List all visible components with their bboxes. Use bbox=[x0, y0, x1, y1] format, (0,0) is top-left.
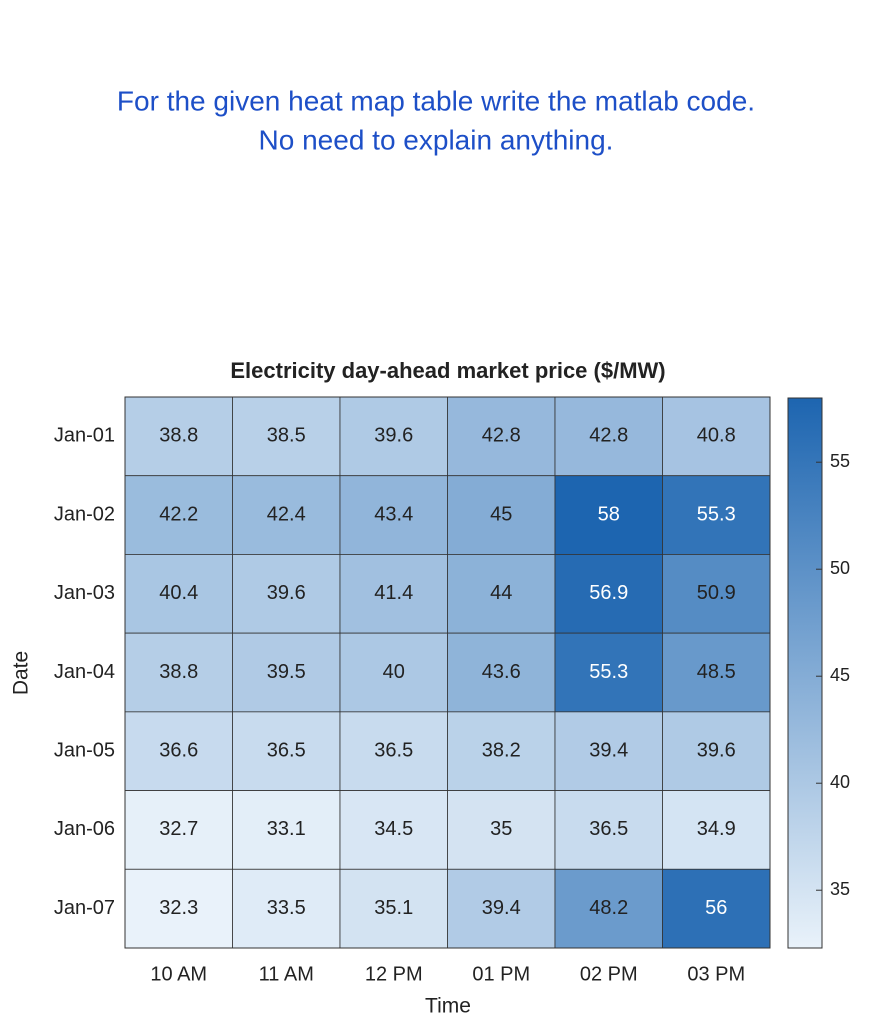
cell-label: 42.8 bbox=[589, 425, 628, 447]
cell-label: 48.2 bbox=[589, 897, 628, 919]
cell-label: 36.5 bbox=[589, 818, 628, 840]
y-tick-label: Jan-03 bbox=[54, 582, 115, 604]
cell-label: 33.1 bbox=[267, 818, 306, 840]
heat-cell bbox=[232, 475, 341, 555]
heat-cell bbox=[662, 396, 771, 477]
heat-cell bbox=[662, 868, 771, 949]
heat-cell bbox=[554, 632, 663, 713]
heat-cell bbox=[124, 868, 233, 949]
question-line: For the given heat map table write the m… bbox=[117, 85, 755, 116]
cell-label: 32.7 bbox=[159, 818, 198, 840]
x-axis-label: Time bbox=[425, 995, 471, 1018]
heat-cell bbox=[124, 396, 233, 477]
heat-cell bbox=[447, 632, 556, 713]
y-tick-label: Jan-01 bbox=[54, 425, 115, 447]
x-tick-label: 12 PM bbox=[365, 963, 423, 985]
cell-label: 39.4 bbox=[589, 739, 628, 761]
cell-label: 40 bbox=[383, 661, 405, 683]
cell-label: 36.5 bbox=[267, 739, 306, 761]
heat-cell bbox=[232, 632, 341, 713]
cell-label: 56.9 bbox=[589, 582, 628, 604]
colorbar-tick-label: 40 bbox=[830, 772, 850, 792]
cell-label: 55.3 bbox=[697, 503, 736, 525]
x-tick-label: 03 PM bbox=[687, 963, 745, 985]
heat-cell bbox=[232, 396, 341, 477]
x-tick-label: 11 AM bbox=[259, 963, 314, 985]
cell-label: 55.3 bbox=[589, 661, 628, 683]
heat-cell bbox=[554, 396, 663, 477]
cell-label: 38.5 bbox=[267, 425, 306, 447]
cell-label: 38.2 bbox=[482, 739, 521, 761]
cell-label: 35.1 bbox=[374, 897, 413, 919]
heat-cell bbox=[339, 868, 448, 949]
question-line: No need to explain anything. bbox=[259, 124, 614, 155]
cell-label: 42.8 bbox=[482, 425, 521, 447]
cell-label: 36.6 bbox=[159, 739, 198, 761]
cell-label: 39.6 bbox=[374, 425, 413, 447]
x-tick-label: 01 PM bbox=[472, 963, 530, 985]
heat-cell bbox=[447, 868, 556, 949]
heat-cell bbox=[339, 632, 448, 713]
cell-label: 45 bbox=[490, 503, 512, 525]
x-tick-label: 10 AM bbox=[150, 963, 207, 985]
y-tick-label: Jan-02 bbox=[54, 503, 115, 525]
cell-label: 39.5 bbox=[267, 661, 306, 683]
heat-cell bbox=[662, 475, 771, 555]
heat-cell bbox=[447, 554, 556, 634]
heat-cell bbox=[124, 632, 233, 713]
colorbar-tick-label: 55 bbox=[830, 451, 850, 471]
cell-label: 42.2 bbox=[159, 503, 198, 525]
heat-cell bbox=[447, 396, 556, 477]
heat-cell bbox=[232, 554, 341, 634]
plot-frame bbox=[124, 396, 771, 949]
heat-cell bbox=[447, 711, 556, 791]
cell-label: 41.4 bbox=[374, 582, 413, 604]
cell-label: 32.3 bbox=[159, 897, 198, 919]
cell-label: 40.8 bbox=[697, 425, 736, 447]
heat-cell bbox=[554, 790, 663, 870]
y-tick-label: Jan-07 bbox=[54, 897, 115, 919]
y-tick-label: Jan-04 bbox=[54, 661, 115, 683]
heat-cell bbox=[662, 554, 771, 634]
heat-cell bbox=[554, 554, 663, 634]
cell-label: 39.6 bbox=[697, 739, 736, 761]
heat-cell bbox=[447, 475, 556, 555]
heat-cell bbox=[554, 711, 663, 791]
cell-label: 58 bbox=[598, 503, 620, 525]
cell-label: 39.6 bbox=[267, 582, 306, 604]
heat-cell bbox=[232, 868, 341, 949]
cell-label: 34.5 bbox=[374, 818, 413, 840]
colorbar bbox=[787, 397, 823, 949]
heat-cell bbox=[124, 790, 233, 870]
cell-label: 43.4 bbox=[374, 503, 413, 525]
colorbar-tick-label: 35 bbox=[830, 879, 850, 899]
heat-cell bbox=[124, 711, 233, 791]
cell-label: 40.4 bbox=[159, 582, 198, 604]
cell-label: 35 bbox=[490, 818, 512, 840]
y-axis-label: Date bbox=[10, 651, 33, 695]
colorbar-tick-label: 50 bbox=[830, 558, 850, 578]
cell-label: 42.4 bbox=[267, 503, 306, 525]
x-tick-label: 02 PM bbox=[580, 963, 638, 985]
heat-cell bbox=[662, 790, 771, 870]
cell-label: 33.5 bbox=[267, 897, 306, 919]
y-tick-label: Jan-05 bbox=[54, 739, 115, 761]
cell-label: 38.8 bbox=[159, 661, 198, 683]
cell-label: 48.5 bbox=[697, 661, 736, 683]
cell-label: 36.5 bbox=[374, 739, 413, 761]
cell-label: 39.4 bbox=[482, 897, 521, 919]
cell-label: 43.6 bbox=[482, 661, 521, 683]
cell-label: 50.9 bbox=[697, 582, 736, 604]
heat-cell bbox=[339, 711, 448, 791]
chart-title: Electricity day-ahead market price ($/MW… bbox=[230, 358, 665, 383]
cell-label: 56 bbox=[705, 897, 727, 919]
y-tick-label: Jan-06 bbox=[54, 818, 115, 840]
cell-label: 38.8 bbox=[159, 425, 198, 447]
cell-label: 34.9 bbox=[697, 818, 736, 840]
cell-label: 44 bbox=[490, 582, 512, 604]
heat-cell bbox=[124, 554, 233, 634]
colorbar-tick-label: 45 bbox=[830, 665, 850, 685]
heat-cell bbox=[339, 554, 448, 634]
